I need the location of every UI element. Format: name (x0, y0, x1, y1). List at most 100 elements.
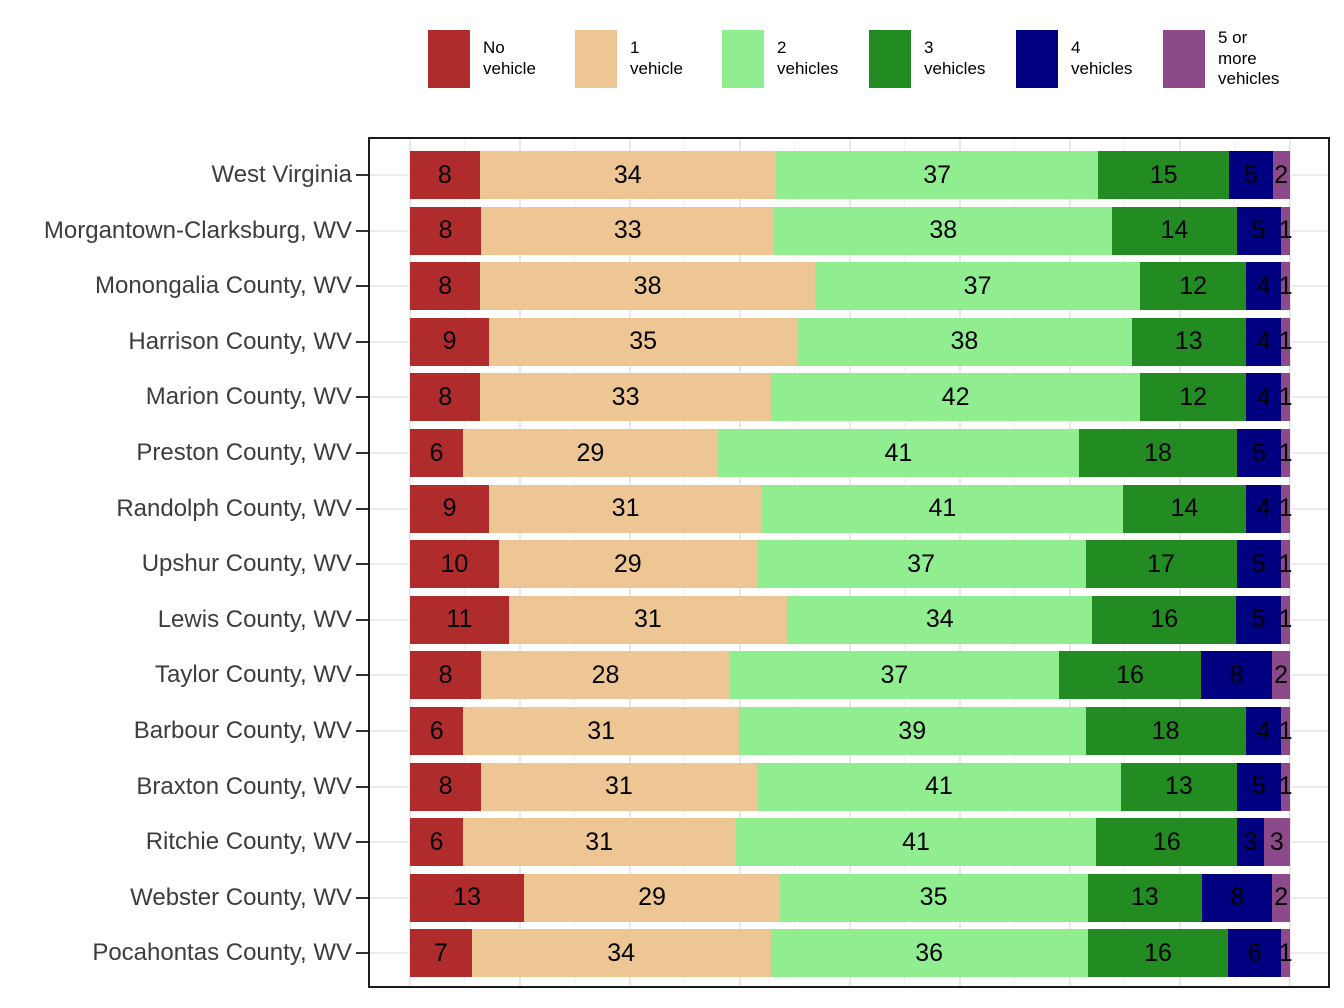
bar-segment: 8 (410, 373, 481, 422)
segment-value-label: 34 (925, 605, 954, 634)
legend-item-1-vehicle: 1 vehicle (575, 30, 696, 88)
bar-segment: 37 (775, 151, 1099, 199)
segment-value-label: 10 (440, 549, 469, 578)
bar-segment: 8 (410, 651, 482, 700)
segment-value-label: 18 (1151, 716, 1180, 745)
bar-row: 8 33 42 12 4 1 (410, 373, 1293, 422)
bar-segment: 13 (410, 873, 525, 922)
county-label: Lewis County, WV (157, 605, 352, 633)
y-axis-tick (356, 896, 368, 899)
bar-segment: 31 (508, 595, 788, 644)
bar-segment: 29 (462, 429, 718, 477)
segment-value-label: 28 (591, 660, 620, 689)
bar-segment: 5 (1236, 762, 1282, 811)
segment-value-label: 8 (1230, 883, 1245, 912)
bar-segment: 1 (1278, 429, 1293, 477)
legend-swatch-4-vehicles-icon (1016, 30, 1058, 88)
bar-segment: 16 (1058, 651, 1202, 700)
y-axis-tick (356, 452, 368, 454)
bar-segment: 1 (1279, 540, 1292, 589)
bar-segment: 29 (524, 873, 780, 922)
segment-value-label: 5 (1251, 549, 1266, 578)
segment-value-label: 41 (924, 772, 953, 801)
segment-value-label: 1 (1278, 216, 1293, 245)
segment-value-label: 2 (1274, 660, 1289, 689)
segment-value-label: 15 (1149, 160, 1178, 189)
bar-segment: 2 (1272, 873, 1290, 922)
legend-label: 4 vehicles (1071, 38, 1133, 78)
y-axis-tick (356, 396, 368, 399)
segment-value-label: 5 (1251, 216, 1266, 245)
bar-segment: 13 (1121, 762, 1237, 811)
segment-value-label: 7 (433, 938, 448, 967)
bar-segment: 9 (410, 317, 490, 366)
bar-segment: 41 (756, 762, 1122, 811)
bar-row: 10 29 37 17 5 1 (410, 540, 1292, 589)
legend-item-5-or-more-vehicles: 5 or more vehicles (1163, 28, 1284, 90)
segment-value-label: 33 (613, 216, 642, 245)
bar-segment: 37 (756, 540, 1086, 589)
y-axis-tick (356, 618, 368, 621)
bar-segment: 2 (1272, 651, 1290, 700)
bar-segment: 5 (1236, 595, 1281, 644)
bar-segment: 3 (1237, 818, 1264, 867)
bar-segment: 41 (761, 484, 1123, 533)
county-label: Marion County, WV (145, 383, 352, 411)
segment-value-label: 8 (438, 216, 453, 245)
county-label: Pocahontas County, WV (92, 939, 352, 967)
segment-value-label: 1 (1278, 438, 1293, 467)
bar-segment: 37 (814, 262, 1141, 311)
bar-segment: 5 (1236, 540, 1282, 589)
segment-value-label: 35 (919, 883, 948, 912)
bar-segment: 4 (1245, 262, 1282, 311)
legend-swatch-1-vehicle-icon (575, 30, 617, 88)
bar-segment: 41 (717, 429, 1079, 477)
y-axis-tick (356, 285, 368, 288)
legend-label: 5 or more vehicles (1218, 27, 1280, 89)
bar-row: 7 34 36 16 6 1 (410, 929, 1293, 978)
bar-segment: 4 (1245, 317, 1282, 366)
segment-value-label: 9 (442, 327, 457, 356)
segment-value-label: 41 (928, 494, 957, 523)
segment-value-label: 41 (902, 827, 930, 856)
segment-value-label: 11 (446, 605, 473, 634)
segment-value-label: 6 (429, 438, 444, 467)
legend-item-no-vehicle: No vehicle (428, 30, 549, 88)
bar-segment: 6 (410, 429, 463, 477)
legend-item-2-vehicles: 2 vehicles (722, 30, 843, 88)
segment-value-label: 4 (1256, 327, 1271, 356)
county-label: Morgantown-Clarksburg, WV (43, 216, 352, 244)
segment-value-label: 16 (1152, 827, 1181, 856)
segment-value-label: 8 (1229, 660, 1244, 689)
bar-segment: 16 (1096, 818, 1238, 867)
segment-value-label: 29 (613, 549, 642, 578)
bar-segment: 5 (1237, 429, 1282, 477)
bar-row: 8 38 37 12 4 1 (410, 262, 1293, 311)
bar-segment: 1 (1279, 484, 1293, 533)
y-axis-tick (356, 507, 368, 510)
bar-segment: 28 (481, 651, 730, 700)
bar-segment: 9 (410, 484, 490, 533)
legend-label: 3 vehicles (924, 38, 986, 78)
bar-segment: 14 (1112, 206, 1237, 255)
bar-segment: 6 (1228, 929, 1282, 978)
segment-value-label: 37 (923, 160, 952, 189)
bar-segment: 1 (1279, 707, 1292, 755)
y-axis-tick (356, 674, 368, 677)
segment-value-label: 31 (611, 494, 640, 523)
bar-segment: 4 (1245, 484, 1282, 533)
segment-value-label: 13 (453, 883, 482, 912)
bar-segment: 36 (770, 929, 1088, 978)
bar-segment: 17 (1085, 540, 1237, 589)
bar-segment: 13 (1131, 317, 1246, 366)
segment-value-label: 38 (950, 327, 979, 356)
bar-segment: 5 (1236, 206, 1282, 255)
bar-segment: 15 (1098, 151, 1229, 199)
bar-segment: 8 (1201, 651, 1273, 700)
county-label: Braxton County, WV (136, 772, 352, 800)
segment-value-label: 4 (1256, 716, 1271, 745)
bar-segment: 16 (1087, 929, 1229, 978)
segment-value-label: 1 (1278, 271, 1293, 300)
county-label: Webster County, WV (130, 883, 352, 911)
segment-value-label: 6 (1247, 938, 1262, 967)
